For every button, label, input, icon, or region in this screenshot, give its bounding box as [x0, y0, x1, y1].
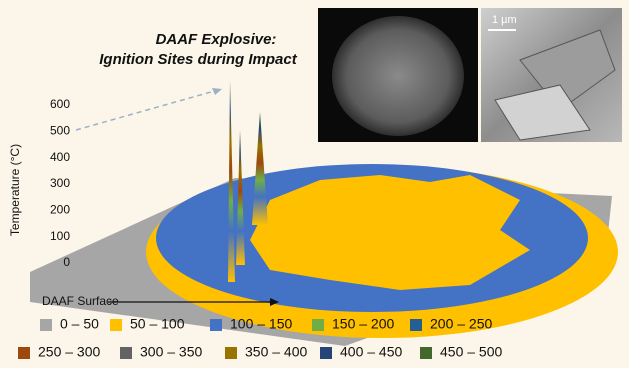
legend-swatch — [320, 347, 332, 359]
legend-swatch — [210, 319, 222, 331]
legend-label: 250 – 300 — [38, 344, 100, 360]
chart: 1 µm DAAF Surface Temperature (°C) DAAF … — [0, 0, 629, 368]
legend-label: 100 – 150 — [230, 316, 292, 332]
y-tick-label: 100 — [50, 229, 70, 243]
legend-label: 350 – 400 — [245, 344, 307, 360]
title-line: DAAF Explosive: — [156, 31, 277, 48]
y-tick-label: 300 — [50, 176, 70, 190]
y-tick-label: 600 — [50, 97, 70, 111]
legend-swatch — [110, 319, 122, 331]
x-axis-label: DAAF Surface — [42, 294, 119, 308]
legend-swatch — [312, 319, 324, 331]
y-tick-label: 200 — [50, 203, 70, 217]
surface-core — [250, 175, 530, 290]
legend-label: 150 – 200 — [332, 316, 394, 332]
y-tick-label: 400 — [50, 150, 70, 164]
legend-label: 50 – 100 — [130, 316, 185, 332]
legend-swatch — [120, 347, 132, 359]
title-line: Ignition Sites during Impact — [99, 51, 298, 68]
legend-label: 450 – 500 — [440, 344, 502, 360]
y-tick-label: 0 — [63, 255, 70, 269]
legend-label: 300 – 350 — [140, 344, 202, 360]
micro-disc — [332, 16, 464, 136]
scale-bar-label: 1 µm — [492, 14, 517, 26]
y-tick-label: 500 — [50, 124, 70, 138]
legend-swatch — [420, 347, 432, 359]
legend-swatch — [18, 347, 30, 359]
legend-label: 0 – 50 — [60, 316, 99, 332]
legend-swatch — [410, 319, 422, 331]
legend-label: 200 – 250 — [430, 316, 492, 332]
y-axis-label: Temperature (°C) — [8, 144, 22, 236]
legend-swatch — [225, 347, 237, 359]
legend-label: 400 – 450 — [340, 344, 402, 360]
page: 1 µm DAAF Surface Temperature (°C) DAAF … — [0, 0, 629, 368]
legend-swatch — [40, 319, 52, 331]
